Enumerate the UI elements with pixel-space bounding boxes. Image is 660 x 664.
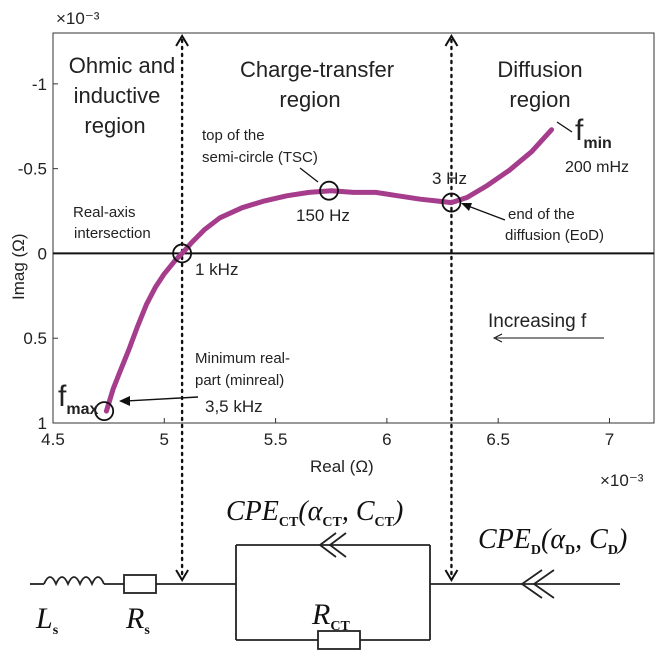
region-ohmic-line1: Ohmic and [69,53,175,78]
eod-label-1: end of the [508,206,575,223]
tsc-arrow [299,167,319,183]
cpe-d-symbol [520,569,543,599]
increasing-f-label: Increasing f [488,311,587,332]
marker-label-150hz: 150 Hz [296,206,350,225]
eod-label-2: diffusion (EoD) [505,227,604,244]
marker-label-35khz: 3,5 kHz [205,397,263,416]
marker-group [94,180,462,422]
fmin-arrow [556,121,573,133]
axis-ticks: 4.5 5 5.5 6 6.5 7 -1 -0.5 0 0.5 1 [18,75,615,449]
fmin-value: 200 mHz [565,159,629,176]
plot-frame [52,32,655,424]
y-tick-label: 1 [38,414,47,433]
region-ohmic-line3: region [84,113,145,138]
inductor-ls [43,576,105,587]
real-axis-label-1: Real-axis [73,204,136,221]
resistor-rs [123,574,157,594]
x-axis-label: Real (Ω) [310,457,374,476]
x-multiplier: ×10⁻³ [600,471,644,490]
frequency-marker [319,180,339,201]
x-tick-label: 6 [382,430,391,449]
minreal-label-2: part (minreal) [195,372,284,389]
region-boundary-arrow-down [444,569,459,582]
y-tick-label: -0.5 [18,160,47,179]
region-boundary-arrow-down [175,569,189,582]
region-charge-line1: Charge-transfer [240,57,394,82]
fmax-symbol: fmax [58,380,98,418]
region-charge-line2: region [279,87,340,112]
region-ohmic-line2: inductive [74,83,161,108]
region-boundary-arrow-up [175,34,189,47]
frequency-marker [172,243,193,264]
series-group [103,127,555,414]
y-axis-label: Imag (Ω) [9,233,28,300]
minreal-arrowhead [119,396,130,406]
x-tick-label: 4.5 [41,430,65,449]
cpe-ct-label: CPECT(αCT, CCT) [226,496,403,530]
frequency-marker [94,401,115,422]
increasing-f-arrowhead [492,333,503,343]
frequency-marker [441,192,462,213]
tsc-label-2: semi-circle (TSC) [202,149,318,166]
fmin-symbol: fmin [575,114,612,152]
rs-label: Rs [125,602,150,638]
tsc-label-1: top of the [202,127,265,144]
marker-label-3hz: 3 Hz [432,169,467,188]
rct-label: RCT [311,598,350,634]
cpe-d-label: CPED(αD, CD) [478,524,627,558]
circuit [30,532,620,650]
x-tick-label: 7 [605,430,614,449]
region-diffusion-line2: region [509,87,570,112]
x-tick-label: 5 [160,430,169,449]
x-tick-label: 5.5 [264,430,288,449]
cpe-ct-symbol [318,532,337,558]
real-axis-label-2: intersection [74,225,151,242]
region-boundaries [175,34,459,582]
y-multiplier: ×10⁻³ [56,9,100,28]
nyquist-series-line [103,127,555,414]
y-tick-label: 0 [38,244,47,263]
ls-label: Ls [35,602,59,638]
x-tick-label: 6.5 [486,430,510,449]
region-boundary-arrow-up [444,34,459,47]
minreal-arrow [125,396,199,402]
eod-arrow [467,205,506,221]
y-tick-label: -1 [32,75,47,94]
minreal-label-1: Minimum real- [195,350,290,367]
eod-arrowhead [461,203,472,211]
y-tick-label: 0.5 [23,329,47,348]
marker-label-1khz: 1 kHz [195,260,238,279]
region-diffusion-line1: Diffusion [497,57,582,82]
